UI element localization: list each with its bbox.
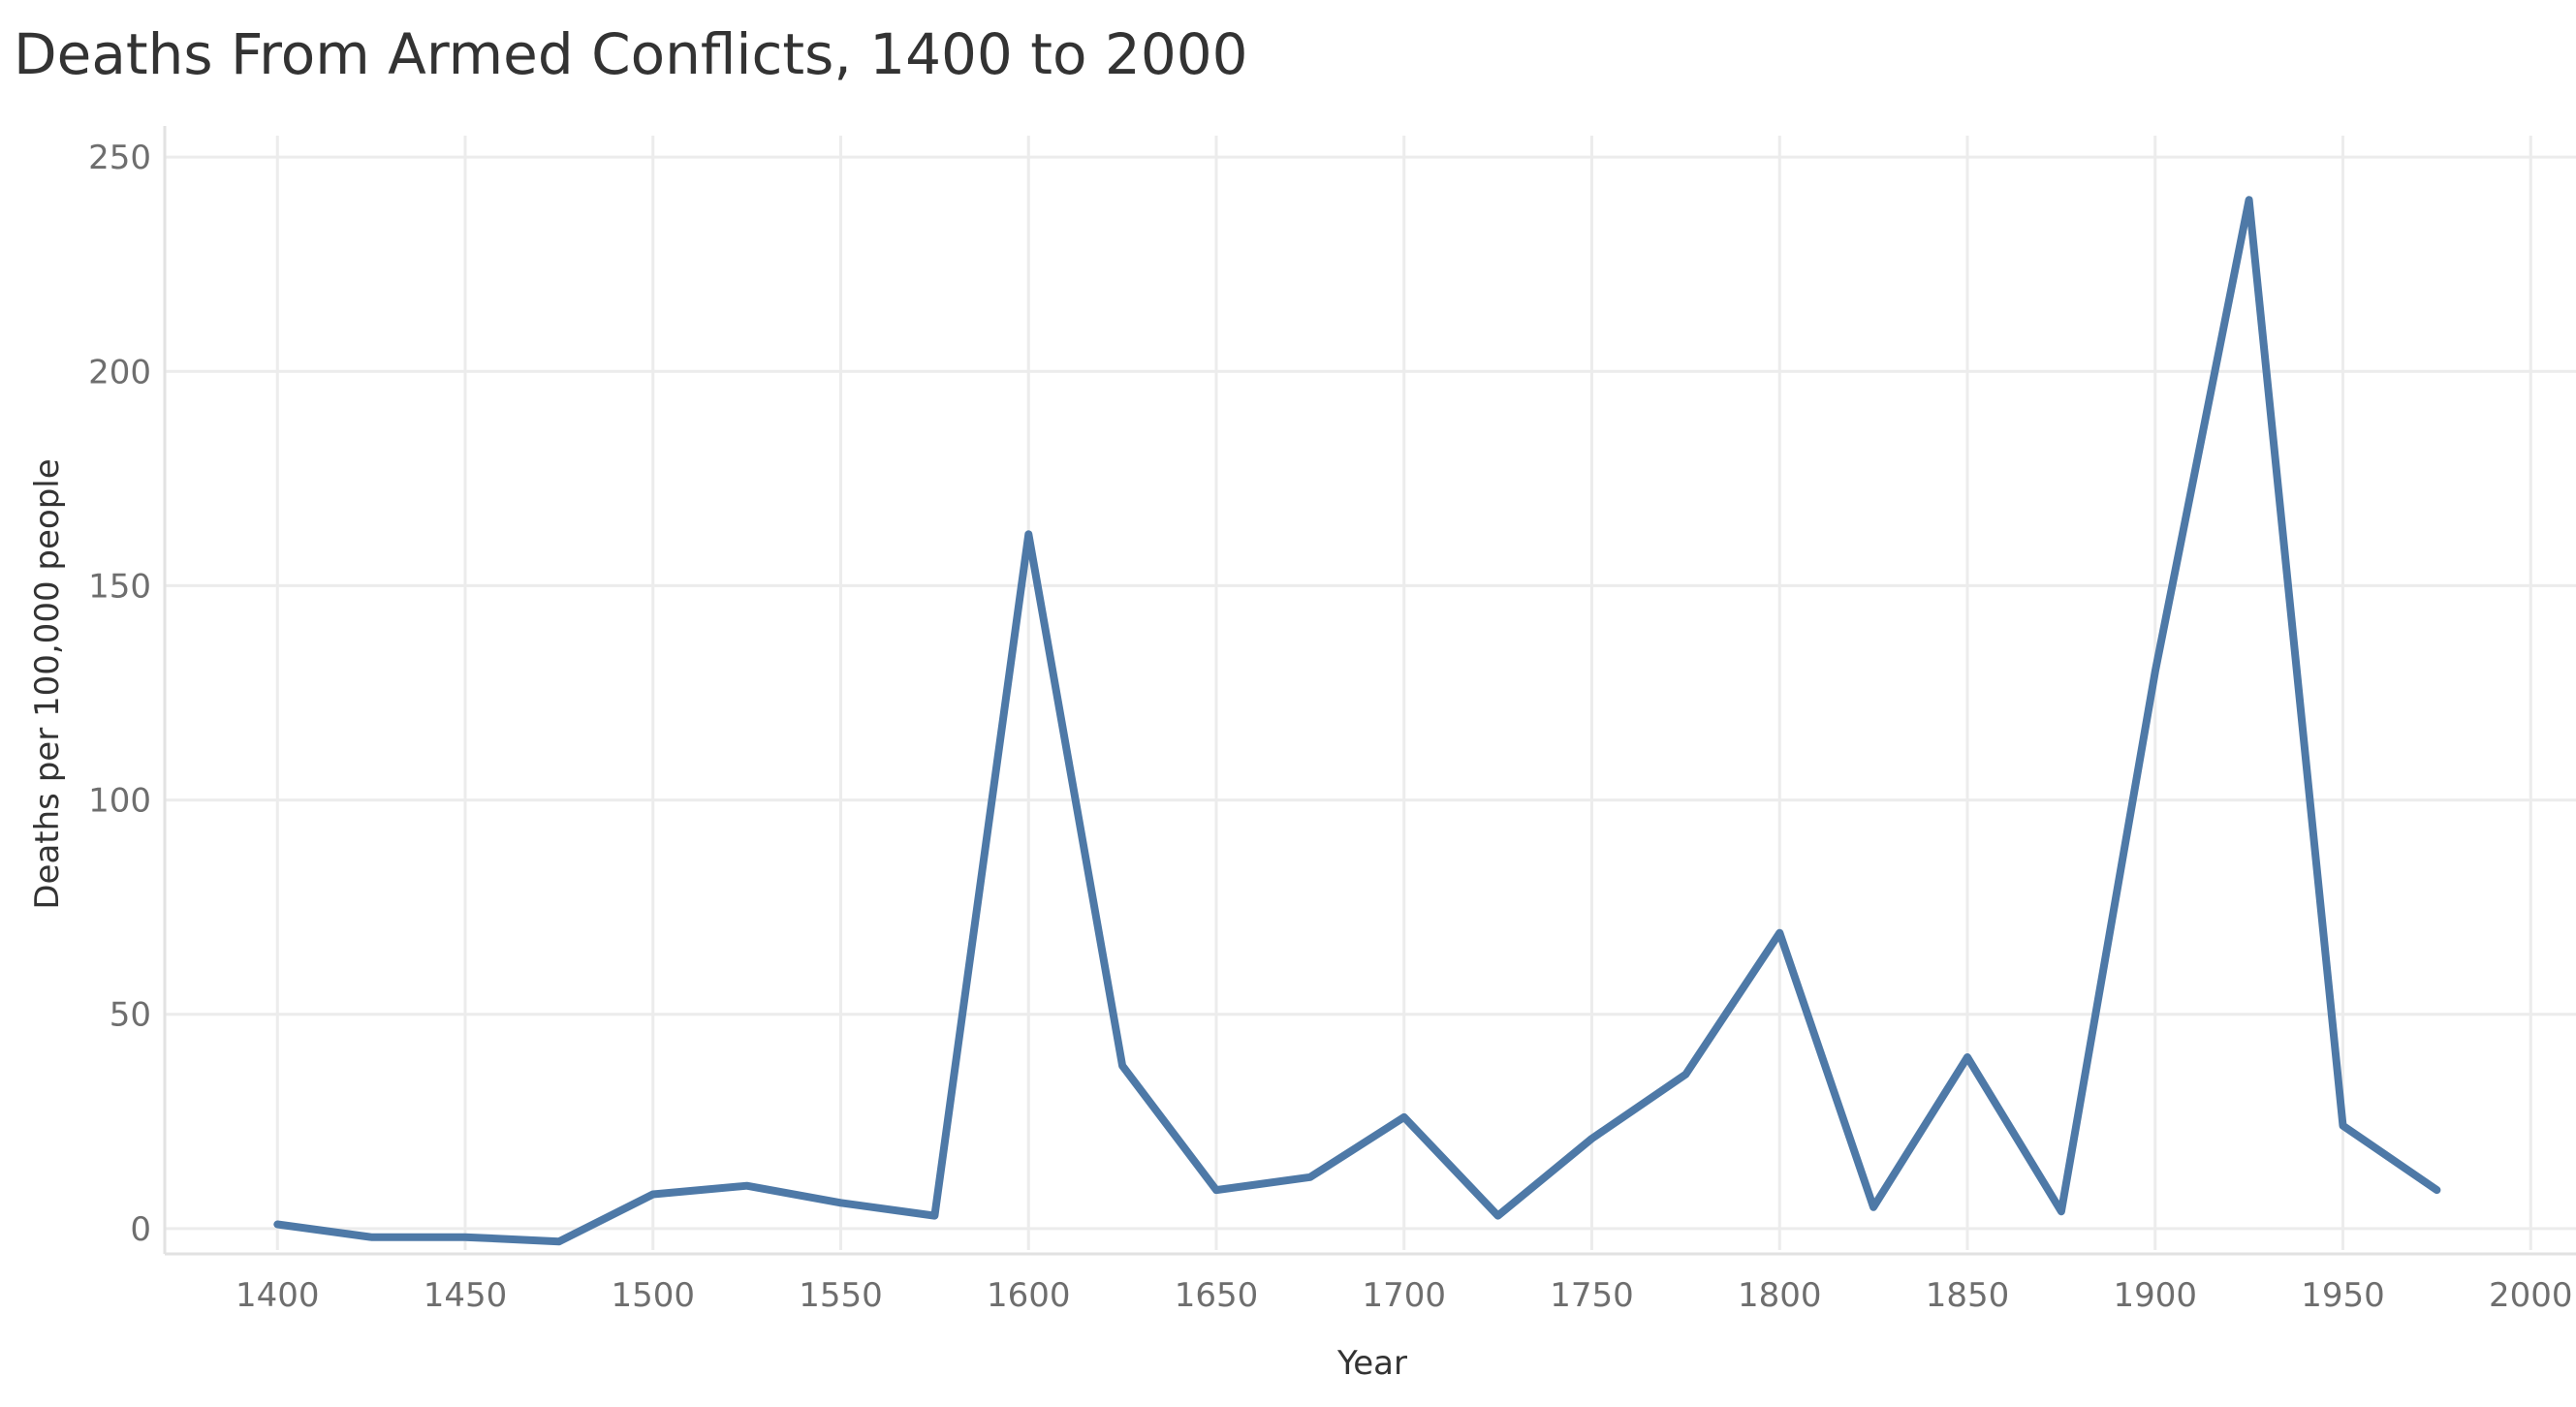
data-point (461, 1234, 469, 1241)
series-layer (273, 196, 2441, 1246)
y-axis-title: Deaths per 100,000 people (28, 458, 67, 909)
data-point (1306, 1173, 1314, 1181)
data-point (1775, 929, 1783, 937)
y-tick-label: 150 (88, 567, 151, 606)
y-tick-label: 200 (88, 353, 151, 391)
data-point (1869, 1204, 1877, 1211)
x-tick-label: 1600 (987, 1276, 1071, 1315)
y-tick-label: 50 (110, 996, 151, 1035)
tick-labels: 1400 1450 1500 1550 1600 1650 1700 1750 1800 1850… (88, 139, 2572, 1315)
x-tick-label: 1800 (1738, 1276, 1822, 1315)
data-point (1963, 1053, 1971, 1061)
x-axis-title: Year (1336, 1344, 1407, 1383)
data-point (273, 1220, 281, 1228)
y-tick-label: 250 (88, 139, 151, 177)
data-point (1494, 1212, 1502, 1220)
data-point (2246, 196, 2253, 203)
chart-title: Deaths From Armed Conflicts, 1400 to 200… (14, 21, 1248, 87)
x-tick-label: 2000 (2489, 1276, 2573, 1315)
data-point (1118, 1062, 1126, 1070)
data-point (649, 1191, 657, 1199)
data-point (1588, 1135, 1596, 1142)
x-tick-label: 1550 (799, 1276, 883, 1315)
data-point (1212, 1186, 1220, 1194)
x-tick-label: 1700 (1362, 1276, 1446, 1315)
x-tick-label: 1450 (424, 1276, 508, 1315)
data-point (743, 1182, 751, 1190)
data-point (2058, 1207, 2065, 1215)
data-point (930, 1212, 938, 1220)
data-point (1400, 1113, 1408, 1121)
data-point (1681, 1071, 1689, 1079)
data-point (1024, 530, 1032, 538)
data-point (837, 1199, 845, 1206)
x-tick-label: 1850 (1926, 1276, 2010, 1315)
y-tick-label: 100 (88, 782, 151, 821)
x-tick-label: 1900 (2113, 1276, 2197, 1315)
data-point (367, 1234, 375, 1241)
x-tick-label: 1650 (1175, 1276, 1259, 1315)
data-point (2340, 1122, 2347, 1130)
data-point (555, 1237, 563, 1245)
data-point (2433, 1186, 2440, 1194)
x-tick-label: 1400 (236, 1276, 320, 1315)
axes (163, 126, 2576, 1256)
x-tick-label: 1750 (1550, 1276, 1634, 1315)
x-tick-label: 1950 (2301, 1276, 2385, 1315)
data-point (2152, 668, 2159, 675)
y-tick-label: 0 (130, 1210, 151, 1249)
grid-lines (165, 136, 2576, 1250)
series-line (273, 196, 2441, 1246)
x-tick-label: 1500 (611, 1276, 695, 1315)
